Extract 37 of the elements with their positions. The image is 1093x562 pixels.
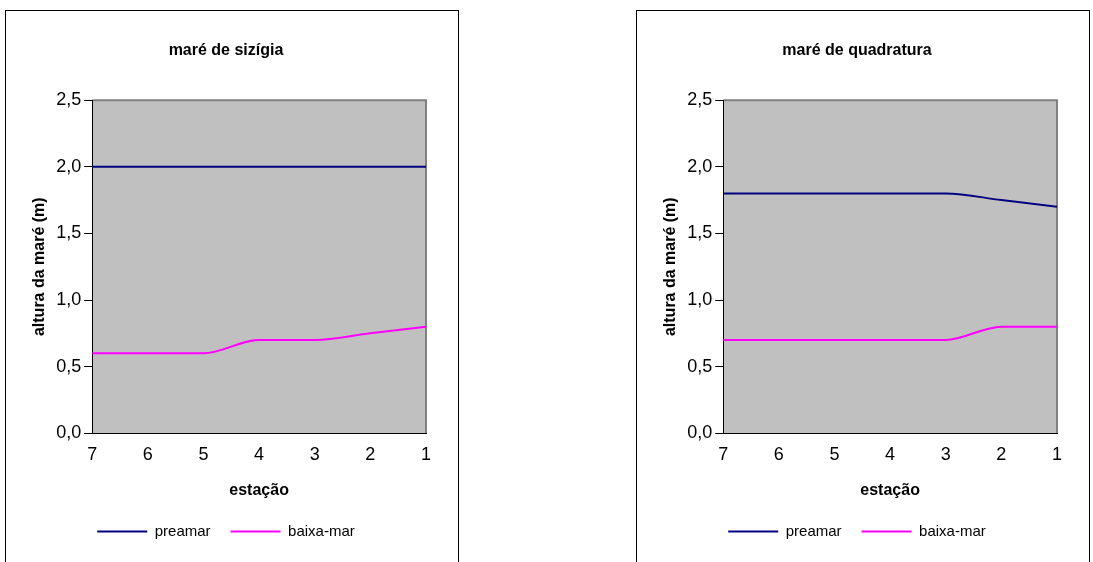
y-tick-label: 0,5	[687, 355, 713, 376]
line-series	[91, 325, 427, 355]
legend-label: baixa-mar	[919, 521, 986, 539]
y-tick-label: 0,5	[56, 355, 82, 376]
x-tick-label: 4	[885, 443, 896, 464]
y-axis-title: altura da maré (m)	[661, 197, 679, 337]
x-tick-label: 3	[309, 443, 320, 464]
y-tick-label: 1,0	[56, 288, 82, 309]
y-tick-label: 0,0	[687, 422, 713, 443]
x-tick-label: 2	[996, 443, 1007, 464]
y-tick-label: 2,0	[56, 155, 82, 176]
y-tick-label: 2,5	[56, 89, 82, 110]
x-tick-label: 7	[718, 443, 729, 464]
x-tick-label: 6	[142, 443, 153, 464]
legend-label: preamar	[154, 521, 211, 539]
x-tick-label: 5	[829, 443, 840, 464]
y-tick-label: 1,5	[687, 222, 713, 243]
x-tick-label: 1	[1051, 443, 1063, 464]
x-axis-title: estação	[860, 480, 921, 498]
legend-label: preamar	[785, 521, 842, 539]
y-tick-label: 0,0	[56, 422, 82, 443]
y-tick-label: 1,5	[56, 222, 82, 243]
y-tick-label: 2,5	[687, 89, 713, 110]
y-tick-label: 1,0	[687, 288, 713, 309]
x-tick-label: 3	[940, 443, 951, 464]
chart-title: maré de sizígia	[168, 41, 284, 59]
x-tick-label: 7	[87, 443, 98, 464]
x-tick-label: 4	[254, 443, 265, 464]
x-axis-title: estação	[229, 480, 290, 498]
x-tick-label: 6	[773, 443, 784, 464]
chart-title: maré de quadratura	[782, 41, 932, 59]
legend-label: baixa-mar	[288, 521, 355, 539]
x-tick-label: 2	[365, 443, 376, 464]
x-tick-label: 5	[198, 443, 209, 464]
y-tick-label: 2,0	[687, 155, 713, 176]
x-tick-label: 1	[420, 443, 432, 464]
y-axis-title: altura da maré (m)	[30, 197, 48, 337]
